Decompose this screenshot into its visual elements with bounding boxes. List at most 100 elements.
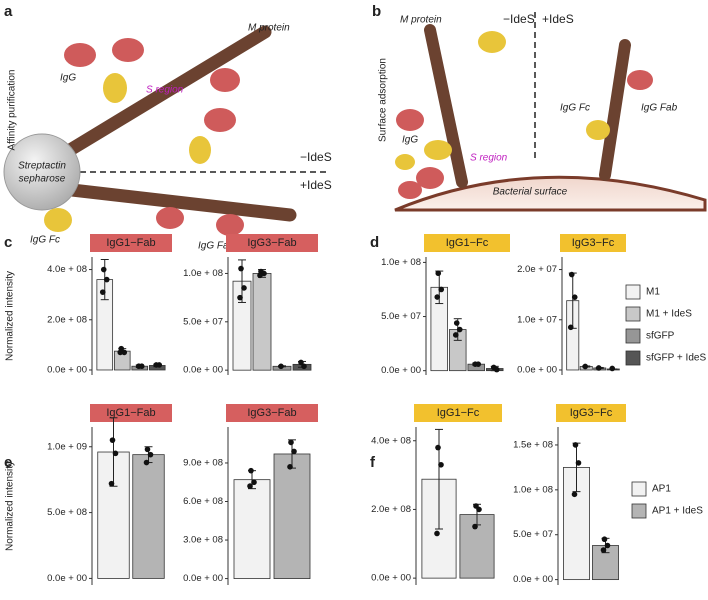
y-axis-label: Normalized intensity (5, 461, 16, 551)
data-point (287, 464, 293, 470)
data-point (572, 442, 579, 448)
y-tick-label: 0.0e + 00 (183, 573, 223, 584)
data-point (493, 366, 500, 373)
legend-swatch (625, 350, 641, 366)
data-point (475, 361, 482, 367)
data-point (438, 461, 444, 468)
data-point (582, 363, 589, 370)
igg-fab (204, 108, 236, 132)
m-protein (63, 25, 272, 157)
bar (132, 454, 165, 579)
data-point (571, 491, 578, 498)
y-tick-label: 0.0e + 00 (517, 364, 557, 375)
data-point (434, 530, 440, 537)
data-point (595, 365, 602, 371)
legend-label: M1 (646, 287, 660, 298)
igg-fc (189, 136, 211, 164)
panel-title-box (90, 234, 172, 252)
igg-fc (478, 31, 506, 53)
igg-fab (216, 214, 244, 236)
data-point (99, 289, 106, 295)
data-point (109, 437, 116, 443)
data-point (600, 547, 607, 553)
data-point (609, 365, 616, 372)
data-point (571, 294, 578, 300)
data-point (108, 480, 115, 487)
label: IgG (402, 135, 418, 146)
data-point (435, 444, 441, 451)
data-point (434, 294, 441, 300)
y-tick-label: 1.0e + 07 (517, 314, 557, 325)
y-tick-label: 5.0e + 07 (513, 529, 553, 540)
data-point (237, 294, 243, 301)
data-point (144, 446, 151, 453)
data-point (147, 451, 154, 458)
label: Bacterial surface (493, 187, 568, 198)
bead-label: sepharose (19, 174, 66, 185)
y-tick-label: 2.0e + 08 (47, 314, 87, 325)
igg-fc (586, 120, 610, 140)
panel-title-box (226, 234, 318, 252)
y-tick-label: 0.0e + 00 (47, 573, 87, 584)
y-tick-label: 3.0e + 08 (183, 535, 223, 546)
y-tick-label: 6.0e + 08 (183, 496, 223, 507)
y-tick-label: 4.0e + 08 (371, 435, 411, 446)
legend-label: AP1 (652, 484, 671, 495)
data-point (567, 324, 574, 331)
data-point (288, 439, 294, 446)
data-point (601, 536, 608, 543)
label: +IdeS (300, 178, 332, 192)
y-tick-label: 0.0e + 00 (183, 365, 223, 376)
side-label: Affinity purification (7, 70, 18, 151)
legend-label: AP1 + IdeS (652, 506, 703, 517)
y-tick-label: 1.0e + 08 (183, 268, 223, 279)
data-point (251, 479, 257, 486)
bead (3, 133, 81, 211)
data-point (472, 523, 478, 530)
panel-title-box (560, 234, 626, 252)
panel-letter: f (370, 454, 376, 471)
data-point (435, 270, 442, 277)
panel-letter: e (4, 454, 12, 471)
y-tick-label: 1.0e + 09 (47, 441, 87, 452)
panel-letter: a (4, 3, 13, 20)
data-point (100, 266, 107, 273)
panel-b: b Surface adsorption M protein −IdeS +Id… (372, 3, 707, 212)
y-tick-label: 5.0e + 07 (183, 316, 223, 327)
igg-fab (112, 38, 144, 62)
data-point (575, 460, 582, 466)
y-tick-label: 2.0e + 07 (517, 264, 557, 275)
y-tick-label: 1.5e + 08 (513, 439, 553, 450)
igg-fc (395, 154, 415, 170)
label: IgG Fc (560, 103, 590, 114)
label: IgG Fab (641, 103, 678, 114)
y-axis-label: Normalized intensity (5, 271, 16, 361)
panel-letter: c (4, 234, 12, 251)
igg-fab (210, 68, 240, 92)
panel-title: IgG3−Fab (247, 407, 296, 419)
data-point (278, 363, 284, 370)
m-protein (65, 183, 297, 222)
legend-label: M1 + IdeS (646, 309, 692, 320)
legend-swatch (631, 481, 647, 497)
label: IgG Fc (30, 235, 60, 246)
bacterial-surface (394, 175, 707, 212)
y-tick-label: 4.0e + 08 (47, 264, 87, 275)
y-tick-label: 5.0e + 07 (381, 311, 421, 322)
m-protein (424, 24, 468, 188)
panel-title: IgG1−Fc (437, 407, 480, 419)
panel-title-box (226, 404, 318, 422)
legend-swatch (631, 503, 647, 519)
label: IgG Fab (198, 241, 235, 252)
igg-fc (424, 140, 452, 160)
igg-fab (64, 43, 96, 67)
bar (273, 453, 311, 579)
data-point (298, 359, 304, 366)
bar (252, 273, 272, 371)
data-point (138, 363, 145, 370)
panel-title-box (424, 234, 510, 252)
igg-fc (103, 73, 127, 103)
data-point (568, 271, 575, 278)
legend-swatch (625, 306, 641, 322)
